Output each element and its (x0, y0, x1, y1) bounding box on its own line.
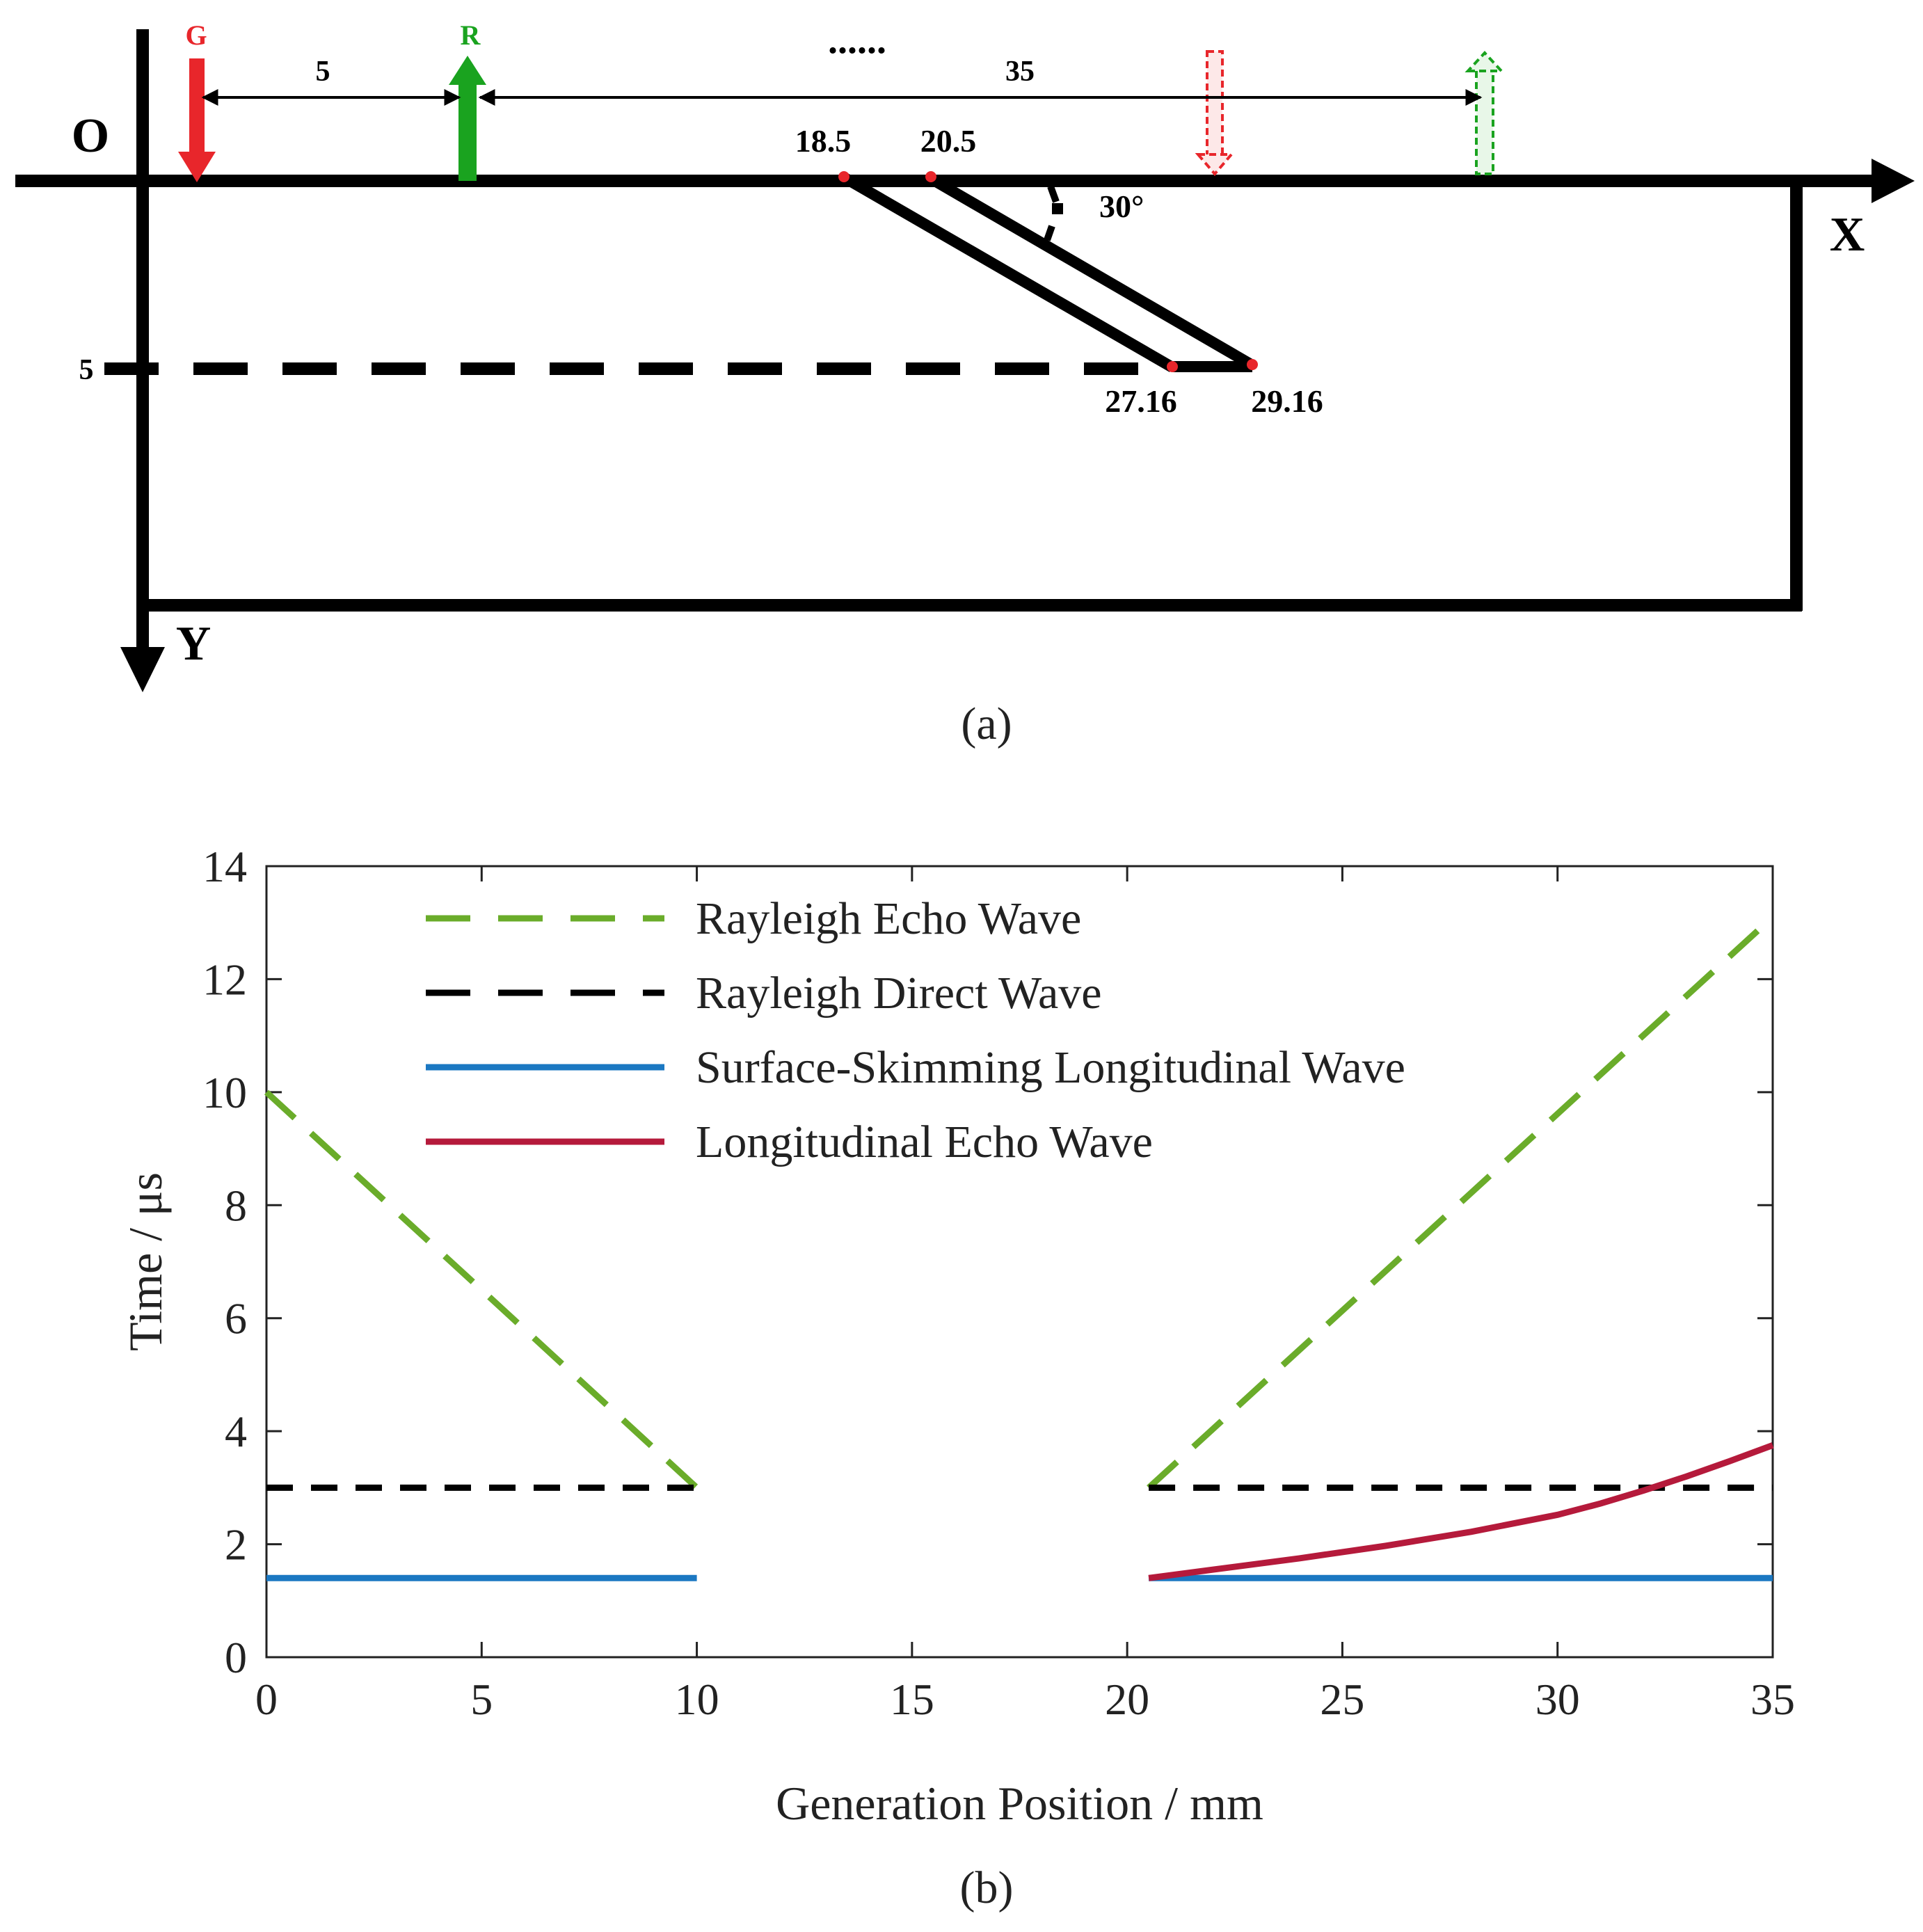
legend-entry: Rayleigh Echo Wave (696, 893, 1081, 944)
x-tick-label: 30 (1535, 1675, 1580, 1724)
y-tick-label: 12 (202, 955, 247, 1004)
y-tick-label: 2 (225, 1520, 247, 1570)
spacing-label: 5 (316, 56, 330, 88)
generator-final-arrow-head (1195, 153, 1235, 177)
y-tick-label: 0 (225, 1633, 247, 1682)
series-longitudinal-echo-wave (1148, 1442, 1774, 1581)
generator-arrow-head (178, 152, 216, 182)
x-tick-label: 20 (1105, 1675, 1149, 1724)
legend-entry: Surface-Skimming Longitudinal Wave (696, 1042, 1405, 1093)
ellipsis-label: ...... (828, 19, 886, 62)
crack-point-label: 18.5 (795, 123, 852, 159)
receiver-label: R (461, 19, 481, 51)
crack-point-marker (925, 171, 936, 182)
depth-label: 5 (79, 354, 94, 386)
plot-frame (265, 865, 1774, 1659)
y-axis-arrowhead (120, 647, 165, 692)
scan-label: 35 (1005, 56, 1035, 88)
series-layer (264, 914, 1776, 1581)
crack-point-marker (1247, 359, 1258, 370)
y-tick-label: 8 (225, 1181, 247, 1230)
x-tick-labels: 0 5 10 15 20 25 30 35 (255, 1675, 1795, 1724)
angle-arc-mark (1044, 225, 1055, 241)
crack-point-label: 29.16 (1251, 383, 1323, 419)
origin-label: O (72, 109, 109, 163)
crack-point-label: 20.5 (920, 123, 977, 159)
x-axis-arrowhead (1872, 159, 1915, 203)
chart-panel: 0 5 10 15 20 25 30 35 0 2 4 6 8 10 12 14 Rayleigh Echo… (119, 842, 1795, 1913)
receiver-final-arrow-shaft (1475, 68, 1494, 175)
x-tick-label: 0 (255, 1675, 278, 1724)
crack-point-marker (838, 171, 849, 182)
x-axis-title: Generation Position / mm (776, 1777, 1263, 1830)
generator-final-arrow-shaft (1206, 50, 1224, 157)
crack-point-label: 27.16 (1105, 383, 1177, 419)
crack-right-face (925, 173, 1256, 370)
panel-b-caption: (b) (960, 1862, 1014, 1913)
x-tick-label: 10 (675, 1675, 719, 1724)
legend: Rayleigh Echo Wave Rayleigh Direct Wave Su… (426, 893, 1405, 1167)
panel-a-caption: (a) (961, 698, 1012, 749)
x-tick-label: 35 (1750, 1675, 1795, 1724)
generator-label: G (185, 19, 207, 51)
y-axis-label: Y (176, 617, 212, 671)
crack-left-face (840, 173, 1176, 372)
y-tick-label: 14 (202, 842, 247, 891)
y-tick-label: 10 (202, 1068, 247, 1117)
receiver-arrow-shaft (458, 82, 477, 181)
x-axis-label: X (1830, 208, 1865, 262)
series-rayleigh-echo-wave (264, 1089, 699, 1490)
y-tick-label: 4 (225, 1407, 247, 1456)
y-tick-label: 6 (225, 1294, 247, 1343)
legend-entry: Rayleigh Direct Wave (696, 968, 1102, 1019)
crack-point-marker (1167, 361, 1178, 372)
angle-dot (1052, 203, 1063, 214)
angle-label: 30° (1099, 189, 1144, 224)
x-tick-label: 5 (470, 1675, 493, 1724)
diagram-panel: G R 5 35 ...... O X Y 5 30° 18.5 20.5 27… (15, 19, 1915, 749)
angle-arc-mark (1047, 185, 1060, 203)
y-axis-title: Time / μs (119, 1172, 172, 1351)
generator-arrow-shaft (189, 58, 205, 156)
receiver-final-arrow-head (1465, 51, 1505, 72)
series-rayleigh-echo-wave (1147, 914, 1776, 1490)
y-tick-labels: 0 2 4 6 8 10 12 14 (202, 842, 247, 1682)
legend-entry: Longitudinal Echo Wave (696, 1117, 1153, 1167)
tick-marks (265, 865, 1774, 1659)
x-tick-label: 25 (1320, 1675, 1364, 1724)
receiver-arrow-head (449, 56, 486, 85)
x-tick-label: 15 (890, 1675, 934, 1724)
